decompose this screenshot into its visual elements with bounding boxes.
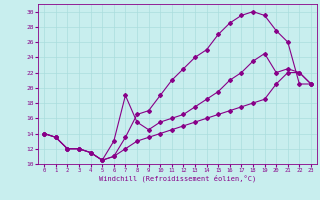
X-axis label: Windchill (Refroidissement éolien,°C): Windchill (Refroidissement éolien,°C) (99, 175, 256, 182)
